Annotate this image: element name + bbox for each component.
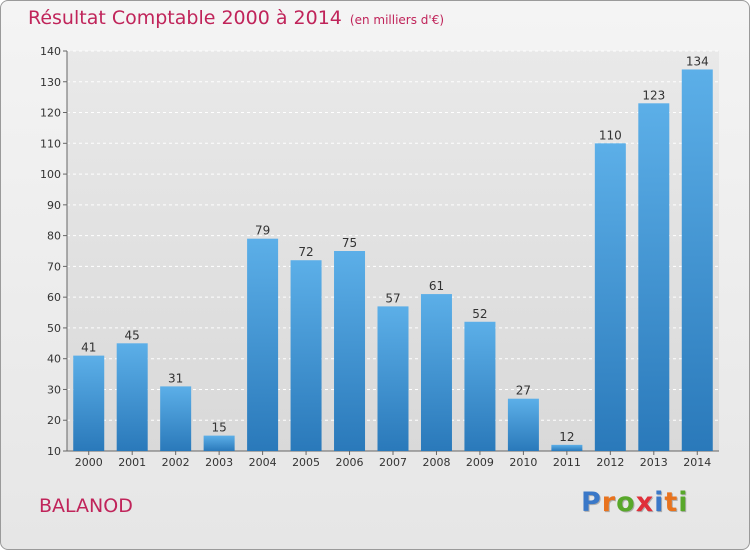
x-tick-label: 2004 xyxy=(249,456,277,469)
y-tick-label: 120 xyxy=(40,107,61,120)
x-tick-label: 2007 xyxy=(379,456,407,469)
y-tick-label: 60 xyxy=(47,291,61,304)
bar-value-label: 57 xyxy=(385,291,400,305)
x-tick-label: 2005 xyxy=(292,456,320,469)
logo-letter: o xyxy=(616,487,636,518)
x-tick-label: 2010 xyxy=(509,456,537,469)
y-tick-label: 30 xyxy=(47,383,61,396)
x-tick-label: 2006 xyxy=(336,456,364,469)
bar xyxy=(377,306,409,451)
y-tick-label: 100 xyxy=(40,168,61,181)
x-tick-label: 2013 xyxy=(640,456,668,469)
bar-value-label: 123 xyxy=(642,88,665,102)
bar-value-label: 110 xyxy=(599,128,622,142)
bar-value-label: 31 xyxy=(168,371,183,385)
x-tick-label: 2011 xyxy=(553,456,581,469)
chart-title-block: Résultat Comptable 2000 à 2014 (en millie… xyxy=(28,7,444,29)
bar xyxy=(551,444,583,451)
bar xyxy=(420,294,452,451)
x-tick-label: 2001 xyxy=(118,456,146,469)
bar xyxy=(594,143,626,452)
bar xyxy=(290,260,322,451)
x-tick-label: 2008 xyxy=(422,456,450,469)
y-tick-label: 140 xyxy=(40,45,61,58)
chart-title: Résultat Comptable 2000 à 2014 xyxy=(28,7,342,29)
y-tick-label: 90 xyxy=(47,199,61,212)
bar-value-label: 45 xyxy=(125,328,140,342)
bar-value-label: 75 xyxy=(342,236,357,250)
bar xyxy=(160,386,192,451)
bar-value-label: 61 xyxy=(429,279,444,293)
bar-value-label: 72 xyxy=(298,245,313,259)
y-tick-label: 10 xyxy=(47,445,61,458)
logo-letter: x xyxy=(635,487,655,518)
x-tick-label: 2009 xyxy=(466,456,494,469)
y-tick-label: 20 xyxy=(47,414,61,427)
bar xyxy=(681,69,713,451)
logo-letter: i xyxy=(678,487,689,518)
bar-value-label: 41 xyxy=(81,341,96,355)
bar xyxy=(116,343,148,451)
bar-value-label: 52 xyxy=(472,307,487,321)
bar-value-label: 134 xyxy=(686,54,709,68)
bar-value-label: 15 xyxy=(211,421,226,435)
bar xyxy=(334,251,366,451)
bar-value-label: 79 xyxy=(255,224,270,238)
y-tick-label: 130 xyxy=(40,76,61,89)
y-tick-label: 40 xyxy=(47,353,61,366)
y-tick-label: 50 xyxy=(47,322,61,335)
proxiti-logo: Proxiti xyxy=(581,487,689,518)
bar-value-label: 27 xyxy=(516,384,531,398)
x-tick-label: 2002 xyxy=(162,456,190,469)
logo-letter: P xyxy=(581,487,602,518)
bar xyxy=(507,398,539,451)
logo-letter: r xyxy=(601,487,617,518)
bar xyxy=(464,321,496,451)
y-tick-label: 70 xyxy=(47,260,61,273)
y-tick-label: 110 xyxy=(40,137,61,150)
x-tick-label: 2000 xyxy=(75,456,103,469)
x-tick-label: 2014 xyxy=(683,456,711,469)
x-tick-label: 2003 xyxy=(205,456,233,469)
place-name: BALANOD xyxy=(39,495,133,517)
x-tick-label: 2012 xyxy=(596,456,624,469)
y-tick-label: 80 xyxy=(47,230,61,243)
logo-letter: t xyxy=(664,487,679,518)
bar-value-label: 12 xyxy=(559,430,574,444)
logo-letter: i xyxy=(654,487,665,518)
chart-subtitle: (en milliers d'€) xyxy=(349,13,445,27)
bar xyxy=(247,238,279,451)
bar xyxy=(638,103,670,452)
bar xyxy=(203,435,235,451)
bar xyxy=(73,355,105,451)
